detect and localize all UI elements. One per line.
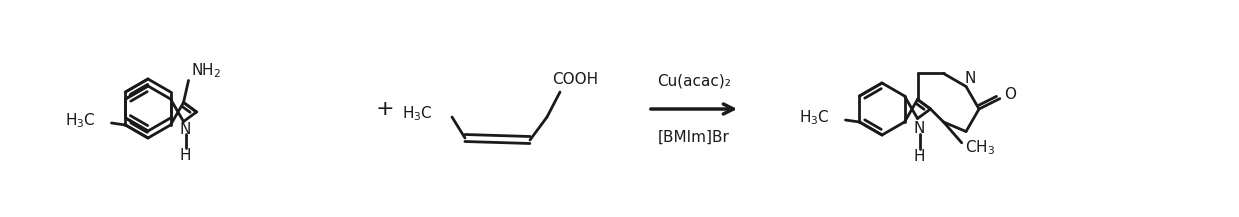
Text: H: H	[914, 149, 926, 164]
Text: [BMIm]Br: [BMIm]Br	[658, 130, 730, 145]
Text: COOH: COOH	[551, 72, 598, 87]
Text: Cu(acac)₂: Cu(acac)₂	[657, 74, 731, 89]
Text: N: N	[964, 71, 976, 86]
Text: NH$_2$: NH$_2$	[191, 61, 222, 80]
Text: CH$_3$: CH$_3$	[965, 138, 995, 157]
Text: H: H	[180, 148, 191, 163]
Text: N: N	[180, 122, 191, 137]
Text: H$_3$C: H$_3$C	[799, 109, 829, 127]
Text: O: O	[1004, 87, 1016, 102]
Text: H$_3$C: H$_3$C	[403, 105, 432, 123]
Text: +: +	[375, 99, 394, 119]
Text: H$_3$C: H$_3$C	[64, 112, 95, 130]
Text: N: N	[914, 121, 926, 136]
